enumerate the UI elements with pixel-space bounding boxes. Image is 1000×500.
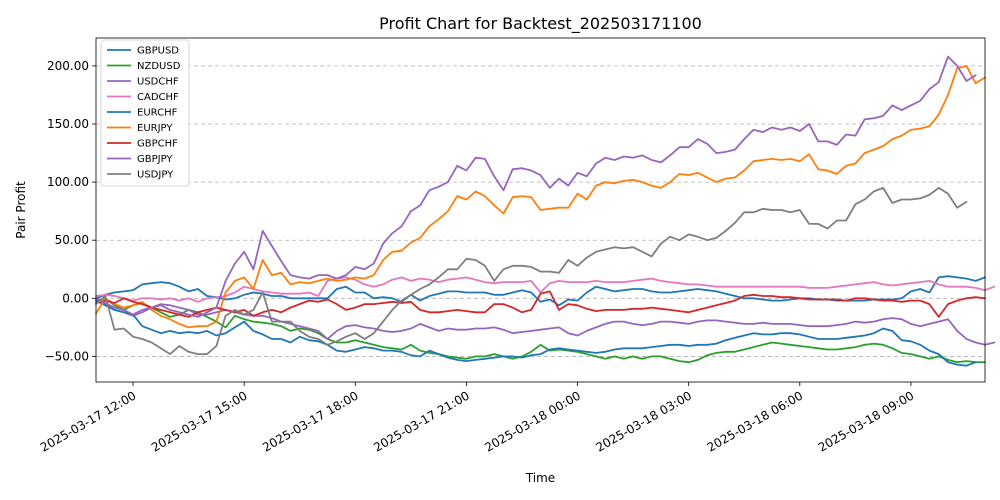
plot-frame <box>95 37 986 383</box>
series-line-eurjpy <box>95 65 986 329</box>
y-tick-label: −50.00 <box>45 349 89 363</box>
series-line-gbpusd <box>95 275 986 307</box>
legend-box <box>100 39 190 187</box>
y-tick-label: 50.00 <box>55 233 89 247</box>
legend-label-usdchf: USDCHF <box>137 77 179 88</box>
series-line-gbpjpy <box>95 55 977 318</box>
y-tick-label: 100.00 <box>47 175 89 189</box>
chart-title: Profit Chart for Backtest_202503171100 <box>379 14 702 34</box>
series-line-eurchf <box>95 299 977 367</box>
legend-label-eurchf: EURCHF <box>137 108 178 119</box>
legend-label-eurjpy: EURJPY <box>137 123 173 134</box>
y-axis-ticks: −50.00 0.00 50.00 100.00 150.00 200.00 <box>45 59 96 363</box>
legend-label-usdjpy: USDJPY <box>137 170 174 181</box>
series-lines <box>95 55 996 367</box>
y-tick-label: 150.00 <box>47 117 89 131</box>
series-line-nzdusd <box>95 297 986 364</box>
legend: GBPUSD NZDUSD USDCHF CADCHF EURCHF EURJPY GBPC… <box>100 39 190 187</box>
legend-label-gbpjpy: GBPJPY <box>137 154 173 165</box>
x-axis-label: Time <box>525 471 555 485</box>
series-line-gbpchf <box>95 290 986 318</box>
grid-lines <box>96 65 985 357</box>
legend-label-nzdusd: NZDUSD <box>137 61 181 72</box>
legend-label-cadchf: CADCHF <box>137 92 179 103</box>
y-tick-label: 0.00 <box>62 291 89 305</box>
legend-label-gbpchf: GBPCHF <box>137 139 178 150</box>
series-line-cadchf <box>95 276 996 303</box>
y-axis-label: Pair Profit <box>14 181 28 239</box>
y-tick-label: 200.00 <box>47 59 89 73</box>
series-line-usdjpy <box>95 186 968 356</box>
legend-label-gbpusd: GBPUSD <box>137 46 179 57</box>
